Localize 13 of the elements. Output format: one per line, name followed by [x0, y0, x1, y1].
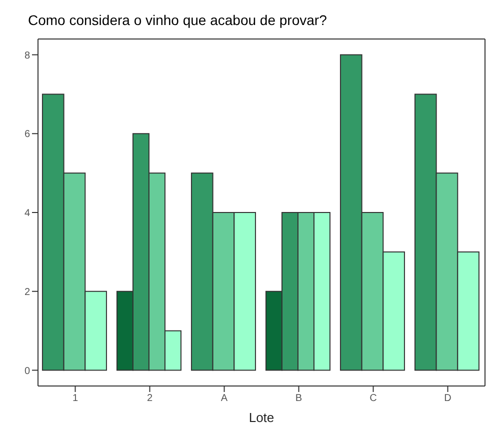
x-tick-label: C — [370, 393, 377, 404]
x-axis-title: Lote — [248, 410, 274, 425]
y-tick-label: 0 — [24, 366, 30, 377]
x-tick-label: D — [444, 393, 452, 404]
x-tick-label: B — [295, 393, 302, 404]
chart-title: Como considera o vinho que acabou de provar? — [27, 11, 328, 30]
x-tick-label: A — [220, 393, 228, 404]
y-tick-label: 4 — [24, 208, 30, 220]
x-tick-label: 2 — [146, 393, 153, 404]
x-tick-label: 1 — [72, 393, 78, 404]
y-tick-label: 8 — [24, 50, 30, 62]
y-tick-label: 2 — [24, 286, 30, 298]
y-tick-label: 6 — [24, 129, 30, 140]
